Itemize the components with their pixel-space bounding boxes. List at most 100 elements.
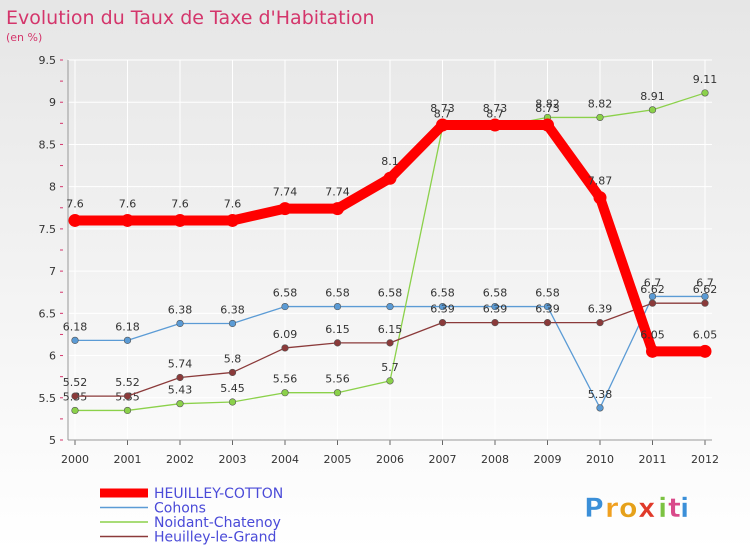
data-point <box>386 339 394 347</box>
data-label: 6.7 <box>644 276 662 289</box>
data-point <box>701 89 709 97</box>
data-label: 6.09 <box>273 328 298 341</box>
data-label: 6.58 <box>378 287 403 300</box>
data-label: 6.05 <box>640 328 665 341</box>
data-label: 8.7 <box>486 108 504 121</box>
legend-label: Noidant-Chatenoy <box>154 515 281 531</box>
y-tick-label: 7.5 <box>39 223 57 236</box>
data-point <box>281 302 289 311</box>
data-label: 6.58 <box>325 287 350 300</box>
data-point <box>386 377 394 385</box>
data-label: 5.56 <box>273 373 298 386</box>
x-tick-label: 2007 <box>429 453 457 466</box>
data-label: 6.58 <box>430 287 455 300</box>
data-point <box>68 213 82 227</box>
series-noidant-chatenoy: 5.355.355.435.455.565.565.78.78.78.828.8… <box>63 73 718 415</box>
data-label: 6.62 <box>640 283 665 296</box>
data-label: 6.39 <box>483 303 508 316</box>
data-point <box>333 389 342 397</box>
data-label: 7.6 <box>119 197 137 210</box>
data-label: 9.11 <box>693 73 718 86</box>
data-label: 6.62 <box>693 283 718 296</box>
logo-letter: r <box>605 493 619 524</box>
data-point <box>123 392 132 400</box>
data-label: 8.91 <box>640 90 665 103</box>
chart-subtitle: (en %) <box>6 31 42 44</box>
logo-letter: o <box>619 493 638 524</box>
data-point <box>648 106 657 114</box>
data-point <box>281 389 289 397</box>
data-point <box>593 191 607 205</box>
data-label: 8.7 <box>434 108 452 121</box>
series-heuilley-cotton: 7.6 7.6 7.6 7.6 7.74 7.74 8.1 8.73 8.73 8.73 7.87 6… <box>66 102 717 358</box>
series-layer: 6.18 6.18 6.38 6.38 6.58 6.58 6.58 6.58 6.58 6.58… <box>63 73 718 415</box>
data-label: 5.74 <box>168 358 193 371</box>
data-label: 6.38 <box>220 303 245 316</box>
data-point <box>123 406 132 415</box>
data-point <box>596 319 604 327</box>
data-point <box>543 302 552 311</box>
data-label: 8.82 <box>588 97 613 110</box>
data-label: 7.6 <box>171 197 189 210</box>
legend-label: Heuilley-le-Grand <box>154 530 276 546</box>
data-label: 8.1 <box>381 155 399 168</box>
data-label: 6.18 <box>63 320 88 333</box>
legend-label: Cohons <box>154 501 206 517</box>
legend: HEUILLEY-COTTONCohonsNoidant-ChatenoyHeu… <box>100 486 283 546</box>
data-label: 6.39 <box>535 303 560 316</box>
data-label: 6.38 <box>168 303 193 316</box>
y-tick-label: 9 <box>49 96 56 109</box>
data-point <box>491 302 499 311</box>
data-label: 5.56 <box>325 373 350 386</box>
data-label: 6.15 <box>325 323 350 336</box>
grid <box>68 59 712 441</box>
x-tick-label: 2008 <box>481 453 509 466</box>
data-point <box>438 302 447 311</box>
data-label: 8.73 <box>430 102 455 115</box>
logo-letter: P <box>584 493 604 524</box>
data-point <box>71 392 79 400</box>
data-point <box>541 118 554 132</box>
data-label: 7.6 <box>224 197 242 210</box>
data-point <box>281 344 289 352</box>
data-label: 7.87 <box>588 175 613 188</box>
data-point <box>226 213 239 227</box>
y-tick-label: 8 <box>49 181 56 194</box>
data-label: 8.73 <box>535 102 560 115</box>
y-tick-label: 5 <box>49 434 56 447</box>
x-tick-label: 2004 <box>271 453 299 466</box>
x-tick-label: 2002 <box>166 453 194 466</box>
data-label: 5.7 <box>381 361 399 374</box>
x-tick-label: 2005 <box>324 453 352 466</box>
data-point <box>123 336 132 344</box>
data-point <box>333 302 342 311</box>
data-label: 7.74 <box>273 186 298 199</box>
y-tick-label: 8.5 <box>39 138 57 151</box>
data-point <box>121 213 134 227</box>
data-point <box>71 406 79 415</box>
chart-title: Evolution du Taux de Taxe d'Habitation <box>6 7 375 29</box>
data-point <box>383 171 397 185</box>
data-label: 6.39 <box>588 303 613 316</box>
logo-letter: i <box>680 493 689 524</box>
data-label: 6.15 <box>378 323 403 336</box>
data-label: 6.58 <box>535 287 560 300</box>
data-point <box>228 368 237 377</box>
x-tick-label: 2006 <box>376 453 404 466</box>
data-point <box>698 344 712 358</box>
x-tick-label: 2009 <box>534 453 562 466</box>
data-label: 5.8 <box>224 352 242 365</box>
x-tick-label: 2012 <box>691 453 719 466</box>
data-label: 5.43 <box>168 384 193 397</box>
x-tick-label: 2010 <box>586 453 614 466</box>
data-point <box>278 202 292 216</box>
legend-label: HEUILLEY-COTTON <box>154 486 283 502</box>
data-point <box>71 336 79 344</box>
data-point <box>488 118 502 132</box>
data-label: 6.58 <box>483 287 508 300</box>
data-point <box>333 339 342 347</box>
data-label: 6.58 <box>273 287 298 300</box>
